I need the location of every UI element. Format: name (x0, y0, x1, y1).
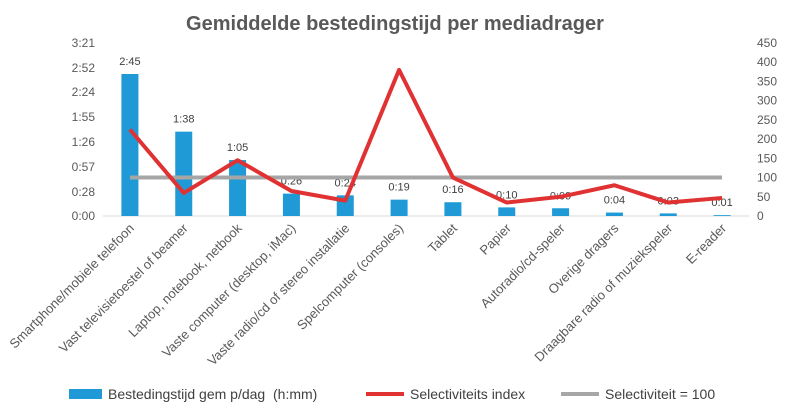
bar (605, 212, 623, 216)
category-label: Papier (477, 220, 515, 258)
legend: Bestedingstijd gem p/dag (h:mm) Selectiv… (69, 386, 715, 402)
right-tick-label: 150 (757, 151, 777, 165)
left-tick-label: 1:26 (72, 135, 96, 149)
left-axis-ticks: 0:00 0:28 0:57 1:26 1:55 2:24 2:52 3:21 (72, 36, 96, 223)
bar (121, 73, 139, 216)
legend-label-selectivity-index: Selectiviteits index (410, 386, 525, 402)
bar-data-label: 2:45 (119, 56, 140, 68)
bar (175, 131, 193, 216)
bar-data-label: 1:05 (227, 142, 248, 154)
right-tick-label: 300 (757, 94, 777, 108)
bar (713, 215, 731, 216)
series-lines (128, 67, 723, 205)
legend-label-bars: Bestedingstijd gem p/dag (h:mm) (108, 386, 317, 402)
bar-data-label: 0:19 (388, 182, 409, 194)
bar (552, 208, 570, 216)
left-tick-label: 2:24 (72, 85, 96, 99)
bar-data-label: 0:16 (442, 184, 463, 196)
category-label: Spelcomputer (consoles) (294, 221, 406, 333)
right-tick-label: 200 (757, 132, 777, 146)
right-tick-label: 100 (757, 171, 777, 185)
bar (498, 207, 516, 216)
bar (659, 213, 677, 216)
category-label: E-reader (683, 220, 730, 267)
legend-swatch-bars (69, 389, 102, 399)
left-tick-label: 0:28 (72, 185, 96, 199)
right-tick-label: 350 (757, 74, 777, 88)
bar-data-label: 0:04 (604, 195, 625, 207)
bar (390, 199, 408, 216)
bar (444, 202, 462, 216)
bar (282, 193, 300, 216)
bar-data-label: 1:38 (173, 114, 194, 126)
left-tick-label: 3:21 (72, 36, 96, 50)
category-label: Tablet (425, 220, 460, 255)
right-tick-label: 50 (757, 190, 771, 204)
bars (121, 73, 731, 216)
bar (229, 160, 247, 216)
legend-label-selectivity-100: Selectiviteit = 100 (605, 386, 715, 402)
right-tick-label: 400 (757, 55, 777, 69)
left-tick-label: 0:00 (72, 209, 96, 223)
right-tick-label: 250 (757, 113, 777, 127)
bar-data-labels: 2:451:381:050:26 0:24 0:19 0:16 0:10 0:09 0:04… (119, 56, 733, 209)
right-axis-ticks: 0 50 100 150 200 250 300 350 400 450 (757, 36, 777, 223)
left-tick-label: 2:52 (72, 61, 96, 75)
selectivity-index-line (128, 67, 723, 205)
chart-title: Gemiddelde bestedingstijd per mediadrage… (186, 13, 604, 35)
right-tick-label: 0 (757, 209, 764, 223)
left-tick-label: 1:55 (72, 110, 96, 124)
left-tick-label: 0:57 (72, 160, 96, 174)
right-tick-label: 450 (757, 36, 777, 50)
